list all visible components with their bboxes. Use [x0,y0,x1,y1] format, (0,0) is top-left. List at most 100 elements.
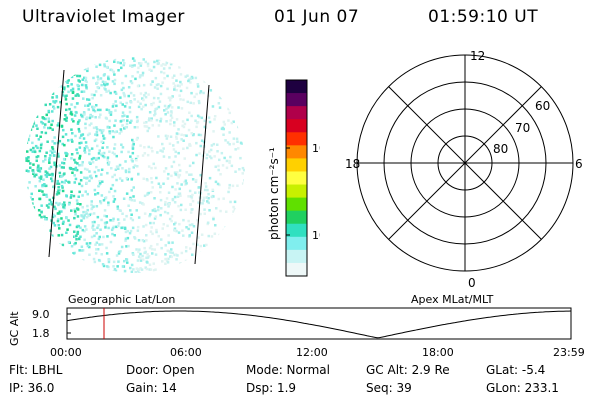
uv-pixel [90,235,94,239]
uv-pixel [93,109,97,113]
uv-pixel [243,229,245,232]
uv-pixel [142,83,146,87]
alt-ylabel: GC Alt [8,311,21,346]
uv-pixel [224,239,228,243]
xtick-1800: 18:00 [422,346,454,359]
uv-pixel [99,201,103,205]
uv-pixel [140,107,143,111]
uv-pixel [25,72,28,76]
uv-pixel [162,71,166,75]
uv-pixel [212,130,215,133]
uv-pixel [161,142,164,146]
uv-pixel [202,78,206,81]
uv-pixel [142,225,145,228]
uv-pixel [215,207,218,210]
uv-pixel [71,87,75,91]
uv-pixel [38,176,41,179]
uv-pixel [85,181,88,185]
uv-pixel [126,229,129,233]
uv-pixel [84,272,88,273]
uv-pixel [29,162,32,165]
uv-pixel [155,118,159,122]
uv-pixel [32,146,35,150]
uv-pixel [40,120,43,124]
uv-pixel [167,172,170,176]
uv-pixel [81,267,85,270]
uv-pixel [83,270,87,273]
uv-pixel [96,108,100,112]
uv-pixel [27,270,31,273]
uv-pixel [62,162,66,165]
uv-pixel [214,224,217,227]
uv-pixel [120,226,123,230]
uv-pixel [69,66,73,69]
uv-pixel [121,167,124,170]
uv-pixel [180,107,184,110]
uv-pixel [100,218,103,222]
uv-pixel [146,253,149,256]
uv-pixel [38,85,42,88]
uv-pixel [37,270,41,273]
uv-pixel [157,62,160,65]
uv-pixel [42,193,46,196]
uv-pixel [125,214,128,218]
uv-pixel [241,120,244,124]
uv-pixel [86,266,89,269]
uv-pixel [143,146,146,149]
uv-pixel [118,209,122,212]
uv-pixel [199,173,202,177]
uv-pixel [228,69,232,72]
ip-info: IP: 36.0 [9,381,55,395]
glon-info: GLon: 233.1 [486,381,559,395]
uv-pixel [102,137,106,140]
uv-pixel [129,121,132,124]
uv-pixel [160,246,163,250]
uv-pixel [208,65,211,68]
uv-pixel [31,209,35,213]
uv-pixel [95,65,98,68]
uv-pixel [236,92,239,95]
uv-pixel [65,194,68,197]
uv-pixel [95,133,99,137]
uv-pixel [106,126,109,129]
uv-pixel [45,251,48,254]
uv-pixel [91,224,95,227]
uv-pixel [159,191,162,194]
uv-pixel [232,228,235,231]
uv-pixel [51,110,54,113]
uv-pixel [176,195,180,198]
uv-pixel [170,116,174,120]
uv-pixel [197,201,200,204]
uv-pixel [233,200,237,204]
uv-pixel [61,142,64,146]
uv-pixel [156,151,159,154]
uv-pixel [146,64,150,68]
uv-pixel [159,270,162,273]
uv-pixel [25,141,29,144]
uv-pixel [105,59,109,62]
uv-pixel [180,138,183,141]
uv-pixel [84,190,87,193]
uv-pixel [83,146,87,150]
uv-pixel [31,266,34,270]
uv-pixel [53,224,57,227]
uv-pixel [90,62,94,65]
uv-pixel [34,250,38,253]
uv-pixel [83,238,86,242]
uv-pixel [159,149,162,152]
uv-pixel [203,62,206,65]
uv-pixel [149,230,153,233]
uv-pixel [60,180,64,184]
mlt-label-18: 18 [345,157,360,171]
uv-pixel [35,86,39,89]
uv-pixel [71,140,74,143]
uv-pixel [67,180,70,184]
uv-pixel [48,198,51,202]
uv-pixel [174,150,177,154]
gc-alt-info: GC Alt: 2.9 Re [366,363,450,377]
uv-pixel [60,258,63,261]
uv-pixel [81,206,84,209]
uv-pixel [58,227,61,230]
uv-pixel [108,150,111,153]
uv-pixel [52,154,56,157]
